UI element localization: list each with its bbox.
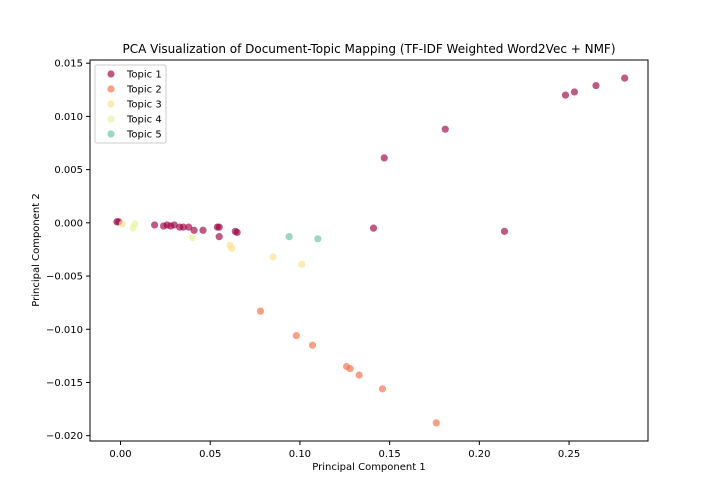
data-point-topic-1-8 xyxy=(500,227,509,235)
data-point-topic-5-1 xyxy=(285,233,293,241)
y-tick-label: −0.010 xyxy=(46,325,83,336)
legend-label-topic-5: Topic 5 xyxy=(126,130,162,141)
data-point-topic-1-17 xyxy=(179,223,187,231)
legend-marker-topic-2 xyxy=(107,85,115,93)
data-point-topic-1-4 xyxy=(561,91,570,99)
plot-area-frame xyxy=(89,59,649,442)
y-tick-label: 0.015 xyxy=(54,59,83,70)
data-point-topic-2-7 xyxy=(378,385,387,393)
x-tick-label: 0.25 xyxy=(558,449,580,460)
x-tick-label: 0.05 xyxy=(199,449,221,460)
legend: Topic 1 Topic 2 Topic 3 Topic 4 Topic 5 xyxy=(94,64,167,144)
data-point-topic-4-3 xyxy=(188,234,196,242)
legend-box xyxy=(94,64,167,144)
data-point-topic-1-2 xyxy=(592,81,600,90)
x-tick-label: 0.10 xyxy=(289,449,311,460)
legend-marker-topic-1 xyxy=(107,70,115,78)
x-axis-label: Principal Component 1 xyxy=(312,462,425,473)
data-point-topic-2-8 xyxy=(432,419,440,427)
data-point-topic-3-4 xyxy=(269,253,277,261)
x-axis-ticks: 0.00 0.05 0.10 0.15 0.20 0.25 xyxy=(109,441,580,460)
y-tick-label: −0.005 xyxy=(46,272,83,283)
y-axis-label: Principal Component 2 xyxy=(31,193,42,306)
y-tick-label: −0.020 xyxy=(46,431,83,442)
y-axis-ticks: 0.015 0.010 0.005 0.000 −0.005 −0.010 −0.015 −0… xyxy=(46,59,90,442)
legend-label-topic-1: Topic 1 xyxy=(126,70,162,81)
legend-label-topic-4: Topic 4 xyxy=(126,115,162,126)
data-point-topic-1-7 xyxy=(369,224,378,232)
x-tick-label: 0.20 xyxy=(468,449,490,460)
data-point-topic-1-5 xyxy=(441,125,449,133)
legend-label-topic-3: Topic 3 xyxy=(126,100,162,111)
data-point-topic-3-5 xyxy=(298,260,306,268)
data-point-topic-1-23 xyxy=(215,233,223,241)
data-point-topic-1-11 xyxy=(150,221,159,229)
data-point-topic-1-22 xyxy=(215,223,223,231)
data-point-topic-3-3 xyxy=(228,244,236,252)
data-point-topic-1-25 xyxy=(233,228,241,237)
y-tick-label: 0.005 xyxy=(54,165,83,176)
chart-title: PCA Visualization of Document-Topic Mapp… xyxy=(122,42,615,56)
data-point-topic-1-20 xyxy=(199,226,207,234)
legend-label-topic-2: Topic 2 xyxy=(126,85,162,96)
data-point-topic-1-3 xyxy=(570,88,579,96)
data-point-topic-2-1 xyxy=(256,307,265,315)
y-tick-label: 0.010 xyxy=(54,112,83,123)
data-point-topic-2-6 xyxy=(355,371,363,379)
legend-marker-topic-4 xyxy=(107,115,115,123)
data-point-topic-1-18 xyxy=(185,223,193,231)
legend-marker-topic-5 xyxy=(107,130,115,138)
y-tick-label: −0.015 xyxy=(46,378,83,389)
data-point-topic-2-5 xyxy=(346,365,354,373)
x-tick-label: 0.15 xyxy=(379,449,401,460)
y-tick-label: 0.000 xyxy=(54,218,83,229)
data-point-topic-1-1 xyxy=(621,74,629,82)
data-point-topic-3-1 xyxy=(118,220,126,228)
data-point-topic-5-2 xyxy=(314,235,322,243)
data-point-topic-2-3 xyxy=(308,341,317,349)
data-points xyxy=(113,74,629,427)
data-point-topic-4-2 xyxy=(131,220,139,228)
data-point-topic-2-2 xyxy=(292,332,300,340)
data-point-topic-1-6 xyxy=(380,154,388,162)
legend-marker-topic-3 xyxy=(107,100,115,108)
data-point-topic-1-19 xyxy=(190,226,198,234)
x-tick-label: 0.00 xyxy=(109,449,131,460)
